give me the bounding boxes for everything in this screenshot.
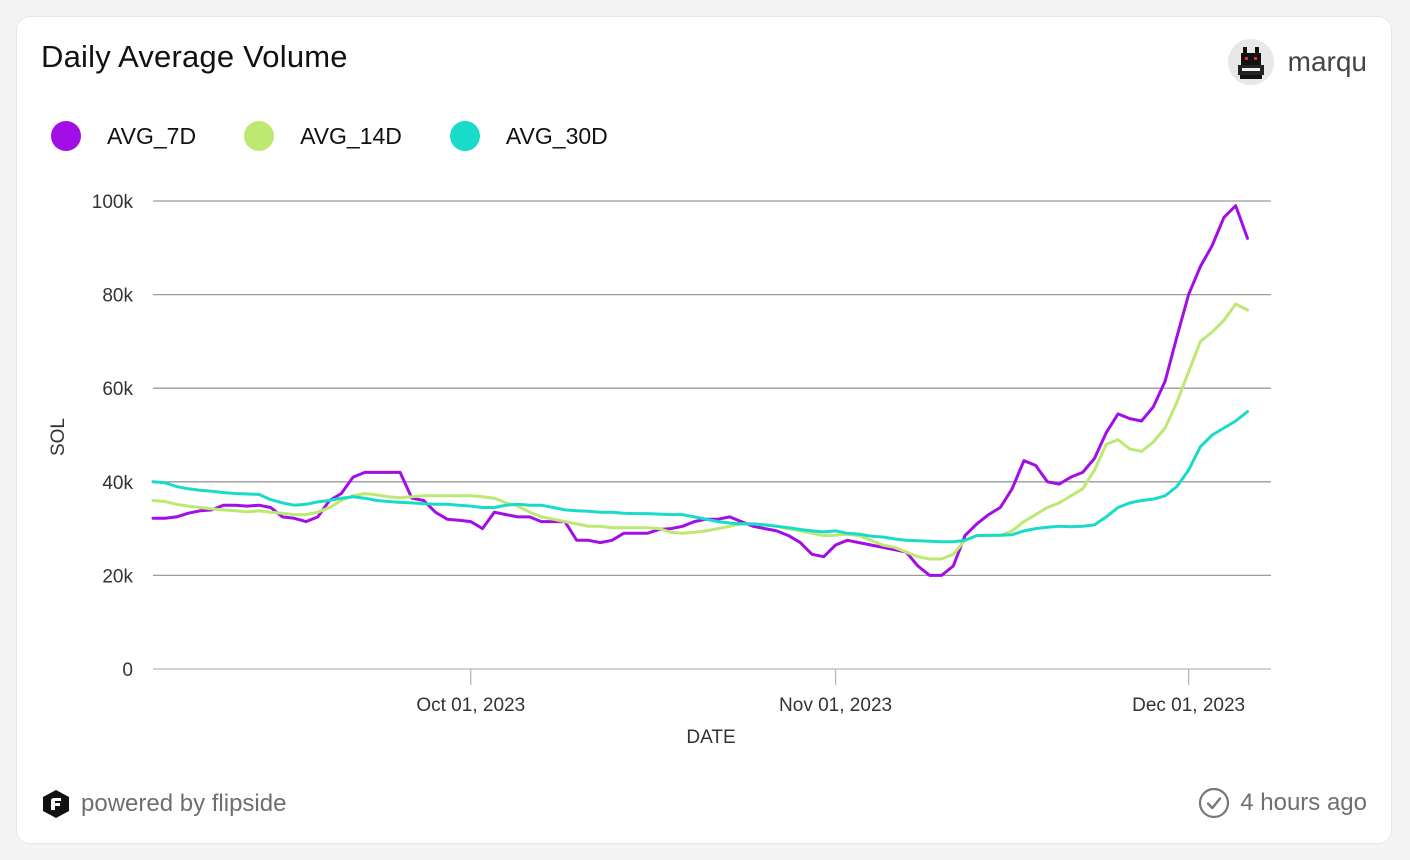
chart-legend: AVG_7D AVG_14D AVG_30D [51, 121, 656, 151]
legend-label-avg-14d: AVG_14D [300, 122, 402, 149]
line-chart: 0 20k 40k 60k 80k 100k Oct 01, 2023 Nov 01, 202… [48, 192, 1271, 748]
series-line-avg-14d [151, 302, 1249, 561]
legend-label-avg-7d: AVG_7D [107, 122, 197, 149]
last-updated: 4 hours ago [1198, 787, 1367, 819]
legend-swatch-avg-7d [51, 121, 81, 151]
chart-title: Daily Average Volume [41, 39, 348, 74]
check-circle-icon [1199, 787, 1230, 819]
x-axis-label: DATE [686, 727, 735, 748]
y-tick-label: 80k [102, 286, 133, 307]
last-updated-text: 4 hours ago [1240, 789, 1367, 816]
legend-label-avg-30d: AVG_30D [505, 122, 608, 149]
y-tick-label: 60k [102, 379, 133, 400]
series-line-avg-30d [151, 410, 1249, 544]
user-badge[interactable]: marqu [1227, 39, 1367, 85]
x-tick-label: Dec 01, 2023 [1132, 695, 1245, 716]
x-tick-label: Oct 01, 2023 [416, 695, 525, 716]
username[interactable]: marqu [1287, 46, 1367, 77]
chart-card: Daily Average Volume marqu AVG_7D AVG_1 [16, 16, 1392, 844]
y-tick-label: 20k [102, 566, 133, 587]
legend-item-avg-7d[interactable]: AVG_7D [51, 121, 196, 151]
y-axis-label: SOL [48, 418, 69, 456]
legend-swatch-avg-14d [244, 121, 275, 151]
legend-swatch-avg-30d [449, 121, 480, 151]
y-tick-label: 40k [102, 473, 133, 494]
flipside-logo-icon [43, 790, 69, 818]
x-tick-label: Nov 01, 2023 [779, 695, 892, 716]
legend-item-avg-30d[interactable]: AVG_30D [449, 121, 608, 151]
series-line-avg-7d [151, 204, 1249, 577]
y-tick-label: 0 [122, 660, 133, 681]
powered-by-text[interactable]: powered by flipside [81, 790, 287, 817]
powered-by[interactable]: powered by flipside [41, 789, 286, 819]
y-tick-label: 100k [92, 192, 134, 213]
pixel-cat-avatar-icon[interactable] [1227, 39, 1274, 85]
legend-item-avg-14d[interactable]: AVG_14D [244, 121, 402, 151]
